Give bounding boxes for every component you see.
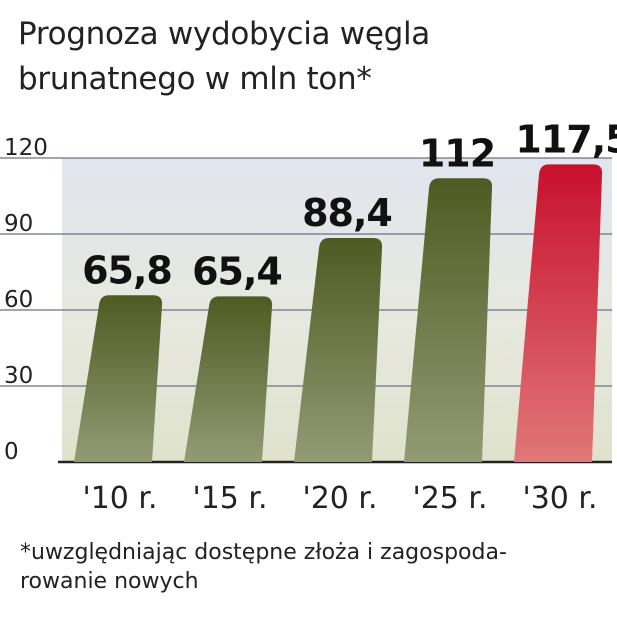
y-tick-label: 90	[4, 211, 33, 237]
footnote: *uwzględniając dostępne złoża i zagospod…	[20, 538, 605, 596]
chart-title-line-1: Prognoza wydobycia węgla	[18, 16, 430, 52]
bar	[404, 178, 493, 462]
y-tick-label: 30	[4, 363, 33, 389]
x-tick-label: '10 r.	[82, 481, 157, 516]
y-tick-label: 0	[4, 439, 19, 465]
bar-value-label: 65,4	[192, 249, 282, 293]
bar	[184, 296, 273, 462]
bar-value-label: 112	[419, 131, 495, 175]
bar-value-label: 65,8	[82, 248, 172, 292]
bar	[514, 164, 603, 463]
chart-title: Prognoza wydobycia węgla brunatnego w ml…	[18, 12, 603, 102]
x-tick-label: '15 r.	[192, 481, 267, 516]
bar-value-label: 117,5	[515, 117, 617, 161]
x-tick-label: '25 r.	[412, 481, 487, 516]
y-tick-label: 60	[4, 287, 33, 313]
footnote-line-1: *uwzględniając dostępne złoża i zagospod…	[20, 540, 507, 565]
y-tick-label: 120	[4, 135, 48, 161]
bar-value-label: 88,4	[302, 191, 392, 235]
chart-title-line-2: brunatnego w mln ton*	[18, 61, 372, 97]
bar	[74, 295, 163, 462]
x-tick-label: '30 r.	[522, 481, 597, 516]
bar	[294, 238, 383, 462]
x-tick-label: '20 r.	[302, 481, 377, 516]
footnote-line-2: rowanie nowych	[20, 569, 199, 594]
